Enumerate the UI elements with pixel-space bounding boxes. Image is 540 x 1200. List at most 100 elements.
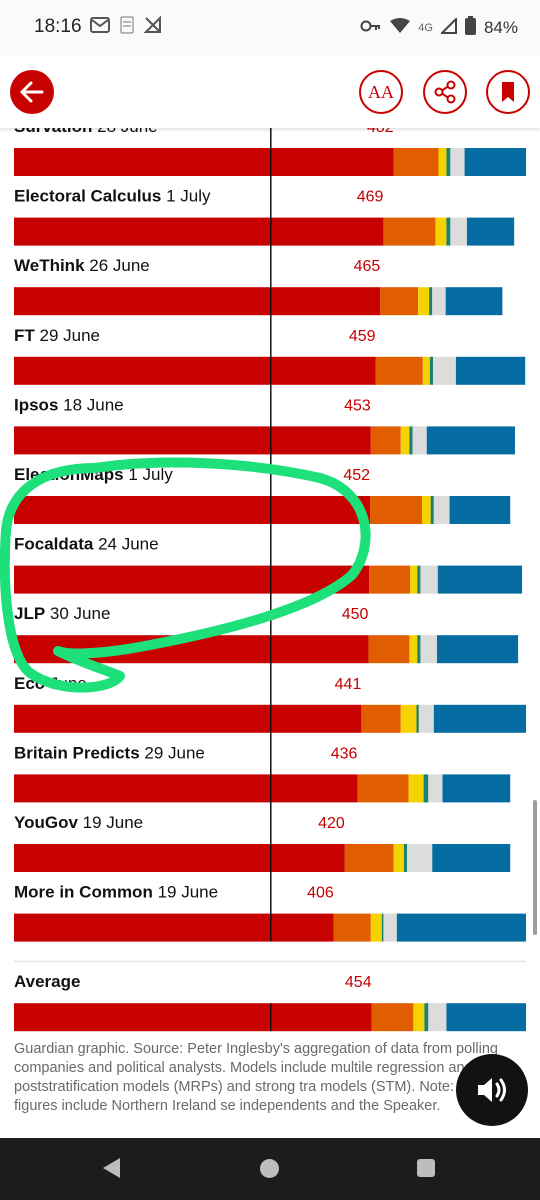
- bar-segment-3: [430, 496, 434, 524]
- row-label: Focaldata 24 June: [14, 535, 159, 554]
- row-label: YouGov 19 June: [14, 813, 143, 832]
- bar-segment-1: [393, 148, 439, 176]
- bar-segment-0: [14, 704, 362, 733]
- seat-projection-chart: Survation 28 June 482 Electoral Calculus 1…: [0, 128, 540, 1138]
- bar-segment-1: [344, 844, 394, 872]
- bar-segment-3: [403, 844, 408, 872]
- bar-segment-5: [455, 356, 526, 385]
- bar-segment-4: [418, 704, 434, 733]
- bar-segment-2: [400, 426, 410, 455]
- value-label: 453: [344, 397, 371, 414]
- bar-segment-3: [417, 565, 421, 594]
- bar-segment-4: [433, 356, 456, 385]
- bar-segment-1: [333, 913, 371, 942]
- bar-segment-1: [357, 774, 409, 803]
- bar-segment-0: [14, 426, 371, 455]
- bar-segment-5: [437, 565, 523, 594]
- bar-segment-4: [383, 913, 397, 942]
- row-label: WeThink 26 June: [14, 256, 150, 275]
- bar-segment-4: [420, 635, 437, 664]
- nav-recents-icon[interactable]: [417, 1159, 435, 1177]
- bookmark-button[interactable]: [486, 70, 530, 114]
- bar-segment-0: [14, 565, 370, 594]
- value-label: 469: [357, 189, 384, 206]
- nav-back-icon[interactable]: [103, 1158, 120, 1178]
- value-label: 441: [335, 676, 362, 693]
- bar-segment-3: [424, 1003, 429, 1032]
- bar-segment-2: [410, 565, 418, 594]
- value-label: 4: [360, 537, 369, 554]
- bar-segment-3: [417, 635, 421, 664]
- bar-segment-2: [418, 287, 430, 316]
- text-size-button[interactable]: AA: [359, 70, 403, 114]
- value-label: 420: [318, 815, 345, 832]
- bar-segment-2: [370, 913, 382, 942]
- bar-segment-4: [428, 1003, 447, 1032]
- value-label: 452: [343, 467, 370, 484]
- bar-segment-5: [445, 287, 503, 316]
- bar-segment-4: [412, 426, 427, 455]
- chart-caption: Guardian graphic. Source: Peter Inglesby…: [14, 1041, 508, 1114]
- nfc-icon: [120, 16, 134, 37]
- bar-segment-1: [370, 426, 401, 455]
- nav-home-icon[interactable]: [260, 1159, 279, 1178]
- status-time: 18:16: [34, 16, 82, 37]
- bar-segment-0: [14, 496, 371, 524]
- bar-segment-5: [396, 913, 526, 942]
- value-label: 436: [331, 745, 358, 762]
- value-label: 450: [342, 606, 369, 623]
- key-icon: [360, 18, 382, 38]
- row-label: Eco June: [14, 674, 87, 693]
- bar-segment-1: [371, 1003, 414, 1032]
- bar-segment-4: [433, 496, 450, 524]
- listen-button[interactable]: [456, 1054, 528, 1126]
- gmail-icon: [90, 17, 110, 36]
- bar-segment-4: [432, 287, 446, 316]
- bar-segment-2: [409, 635, 418, 664]
- bar-segment-2: [408, 774, 424, 803]
- bar-segment-2: [438, 148, 447, 176]
- signal-icon: [439, 16, 457, 39]
- bar-segment-2: [435, 217, 447, 246]
- value-label: 465: [354, 258, 381, 275]
- scrollbar-thumb[interactable]: [533, 800, 537, 935]
- bar-segment-2: [422, 356, 430, 385]
- row-label: ElectionMaps 1 July: [14, 465, 173, 484]
- bar-segment-5: [426, 426, 515, 455]
- bar-segment-5: [464, 148, 526, 176]
- battery-icon: [464, 16, 476, 40]
- bar-segment-3: [429, 356, 434, 385]
- bar-segment-0: [14, 774, 358, 803]
- bar-segment-3: [409, 426, 413, 455]
- row-label: Electoral Calculus 1 July: [14, 187, 211, 206]
- text-size-icon: AA: [368, 81, 394, 102]
- status-bar: 18:16 4G 84%: [0, 0, 540, 56]
- share-icon: [434, 80, 456, 104]
- bar-segment-0: [14, 287, 381, 316]
- bar-segment-1: [361, 704, 401, 733]
- bar-segment-3: [416, 704, 419, 733]
- back-button[interactable]: [10, 70, 54, 114]
- row-label: Ipsos 18 June: [14, 395, 124, 414]
- bar-segment-5: [446, 1003, 526, 1032]
- bar-segment-1: [375, 356, 423, 385]
- bar-segment-0: [14, 844, 345, 872]
- bar-segment-1: [370, 496, 423, 524]
- value-label: 459: [349, 328, 376, 345]
- bar-segment-3: [381, 913, 384, 942]
- bar-segment-0: [14, 913, 334, 942]
- back-arrow-icon: [20, 81, 44, 103]
- bar-segment-4: [420, 565, 438, 594]
- bar-segment-2: [422, 496, 431, 524]
- share-button[interactable]: [423, 70, 467, 114]
- network-type: 4G: [418, 22, 433, 34]
- bar-segment-2: [393, 844, 404, 872]
- row-label: Average: [14, 972, 80, 991]
- wifi-icon: [390, 17, 411, 39]
- value-label: 406: [307, 885, 334, 902]
- bar-segment-2: [400, 704, 417, 733]
- bar-segment-5: [432, 844, 511, 872]
- speaker-icon: [478, 1078, 506, 1102]
- bar-segment-3: [423, 774, 429, 803]
- bar-segment-0: [14, 217, 384, 246]
